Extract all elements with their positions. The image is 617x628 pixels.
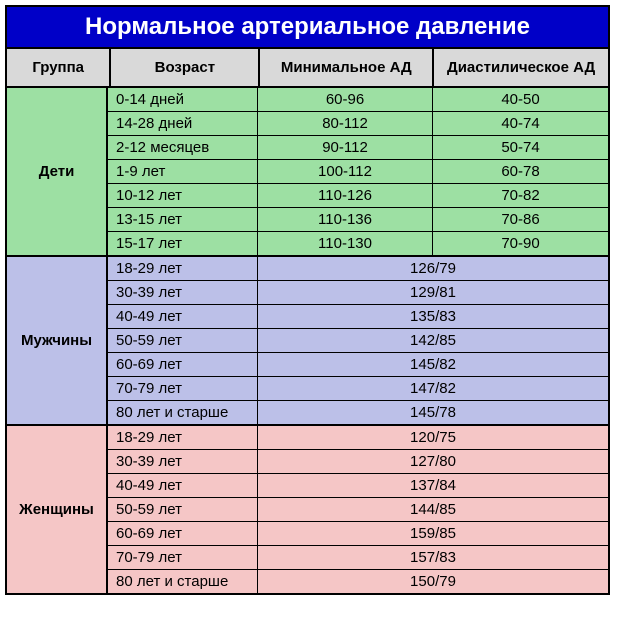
cell-combined-bp: 150/79 xyxy=(258,570,608,593)
table-row: 50-59 лет144/85 xyxy=(108,498,608,522)
bp-table-container: Нормальное артериальное давление Группа … xyxy=(5,5,610,595)
table-row: 14-28 дней80-11240-74 xyxy=(108,112,608,136)
cell-combined-bp: 137/84 xyxy=(258,474,608,497)
cell-min-bp: 100-112 xyxy=(258,160,433,183)
cell-combined-bp: 147/82 xyxy=(258,377,608,400)
cell-dia-bp: 70-82 xyxy=(433,184,608,207)
rows-container: 18-29 лет126/7930-39 лет129/8140-49 лет1… xyxy=(108,257,608,424)
group-label: Женщины xyxy=(7,426,108,593)
cell-dia-bp: 40-74 xyxy=(433,112,608,135)
cell-age: 18-29 лет xyxy=(108,426,258,449)
cell-age: 18-29 лет xyxy=(108,257,258,280)
cell-age: 70-79 лет xyxy=(108,377,258,400)
group-label: Мужчины xyxy=(7,257,108,424)
cell-combined-bp: 127/80 xyxy=(258,450,608,473)
table-title: Нормальное артериальное давление xyxy=(7,7,608,49)
cell-combined-bp: 126/79 xyxy=(258,257,608,280)
table-row: 80 лет и старше150/79 xyxy=(108,570,608,593)
table-row: 80 лет и старше145/78 xyxy=(108,401,608,424)
table-row: 70-79 лет157/83 xyxy=(108,546,608,570)
table-row: 30-39 лет127/80 xyxy=(108,450,608,474)
cell-min-bp: 60-96 xyxy=(258,88,433,111)
header-dia: Диастилическое АД xyxy=(434,49,608,86)
cell-dia-bp: 70-86 xyxy=(433,208,608,231)
header-min: Минимальное АД xyxy=(260,49,434,86)
cell-min-bp: 80-112 xyxy=(258,112,433,135)
cell-combined-bp: 129/81 xyxy=(258,281,608,304)
cell-age: 60-69 лет xyxy=(108,522,258,545)
table-row: 2-12 месяцев90-11250-74 xyxy=(108,136,608,160)
cell-age: 40-49 лет xyxy=(108,474,258,497)
cell-age: 70-79 лет xyxy=(108,546,258,569)
table-row: 18-29 лет126/79 xyxy=(108,257,608,281)
cell-age: 50-59 лет xyxy=(108,329,258,352)
table-row: 1-9 лет100-11260-78 xyxy=(108,160,608,184)
cell-age: 30-39 лет xyxy=(108,281,258,304)
table-row: 0-14 дней60-9640-50 xyxy=(108,88,608,112)
cell-combined-bp: 142/85 xyxy=(258,329,608,352)
header-group: Группа xyxy=(7,49,111,86)
cell-age: 60-69 лет xyxy=(108,353,258,376)
cell-age: 80 лет и старше xyxy=(108,570,258,593)
cell-age: 50-59 лет xyxy=(108,498,258,521)
cell-dia-bp: 50-74 xyxy=(433,136,608,159)
cell-age: 0-14 дней xyxy=(108,88,258,111)
table-row: 70-79 лет147/82 xyxy=(108,377,608,401)
group-label: Дети xyxy=(7,88,108,255)
cell-dia-bp: 70-90 xyxy=(433,232,608,255)
cell-age: 2-12 месяцев xyxy=(108,136,258,159)
cell-combined-bp: 145/82 xyxy=(258,353,608,376)
cell-age: 13-15 лет xyxy=(108,208,258,231)
table-row: 18-29 лет120/75 xyxy=(108,426,608,450)
rows-container: 18-29 лет120/7530-39 лет127/8040-49 лет1… xyxy=(108,426,608,593)
group-block: Женщины18-29 лет120/7530-39 лет127/8040-… xyxy=(7,426,608,593)
cell-age: 30-39 лет xyxy=(108,450,258,473)
table-row: 15-17 лет110-13070-90 xyxy=(108,232,608,255)
table-row: 13-15 лет110-13670-86 xyxy=(108,208,608,232)
cell-combined-bp: 120/75 xyxy=(258,426,608,449)
table-header-row: Группа Возраст Минимальное АД Диастиличе… xyxy=(7,49,608,88)
cell-age: 40-49 лет xyxy=(108,305,258,328)
cell-min-bp: 110-126 xyxy=(258,184,433,207)
cell-combined-bp: 157/83 xyxy=(258,546,608,569)
cell-min-bp: 90-112 xyxy=(258,136,433,159)
cell-age: 1-9 лет xyxy=(108,160,258,183)
cell-age: 80 лет и старше xyxy=(108,401,258,424)
table-row: 40-49 лет135/83 xyxy=(108,305,608,329)
group-block: Мужчины18-29 лет126/7930-39 лет129/8140-… xyxy=(7,257,608,426)
cell-combined-bp: 144/85 xyxy=(258,498,608,521)
cell-min-bp: 110-136 xyxy=(258,208,433,231)
table-row: 10-12 лет110-12670-82 xyxy=(108,184,608,208)
cell-age: 15-17 лет xyxy=(108,232,258,255)
cell-combined-bp: 159/85 xyxy=(258,522,608,545)
cell-combined-bp: 145/78 xyxy=(258,401,608,424)
header-age: Возраст xyxy=(111,49,260,86)
table-row: 60-69 лет145/82 xyxy=(108,353,608,377)
cell-dia-bp: 60-78 xyxy=(433,160,608,183)
group-block: Дети0-14 дней60-9640-5014-28 дней80-1124… xyxy=(7,88,608,257)
table-row: 60-69 лет159/85 xyxy=(108,522,608,546)
cell-age: 10-12 лет xyxy=(108,184,258,207)
table-row: 50-59 лет142/85 xyxy=(108,329,608,353)
cell-min-bp: 110-130 xyxy=(258,232,433,255)
table-row: 40-49 лет137/84 xyxy=(108,474,608,498)
cell-combined-bp: 135/83 xyxy=(258,305,608,328)
rows-container: 0-14 дней60-9640-5014-28 дней80-11240-74… xyxy=(108,88,608,255)
cell-age: 14-28 дней xyxy=(108,112,258,135)
table-row: 30-39 лет129/81 xyxy=(108,281,608,305)
table-body: Дети0-14 дней60-9640-5014-28 дней80-1124… xyxy=(7,88,608,593)
cell-dia-bp: 40-50 xyxy=(433,88,608,111)
